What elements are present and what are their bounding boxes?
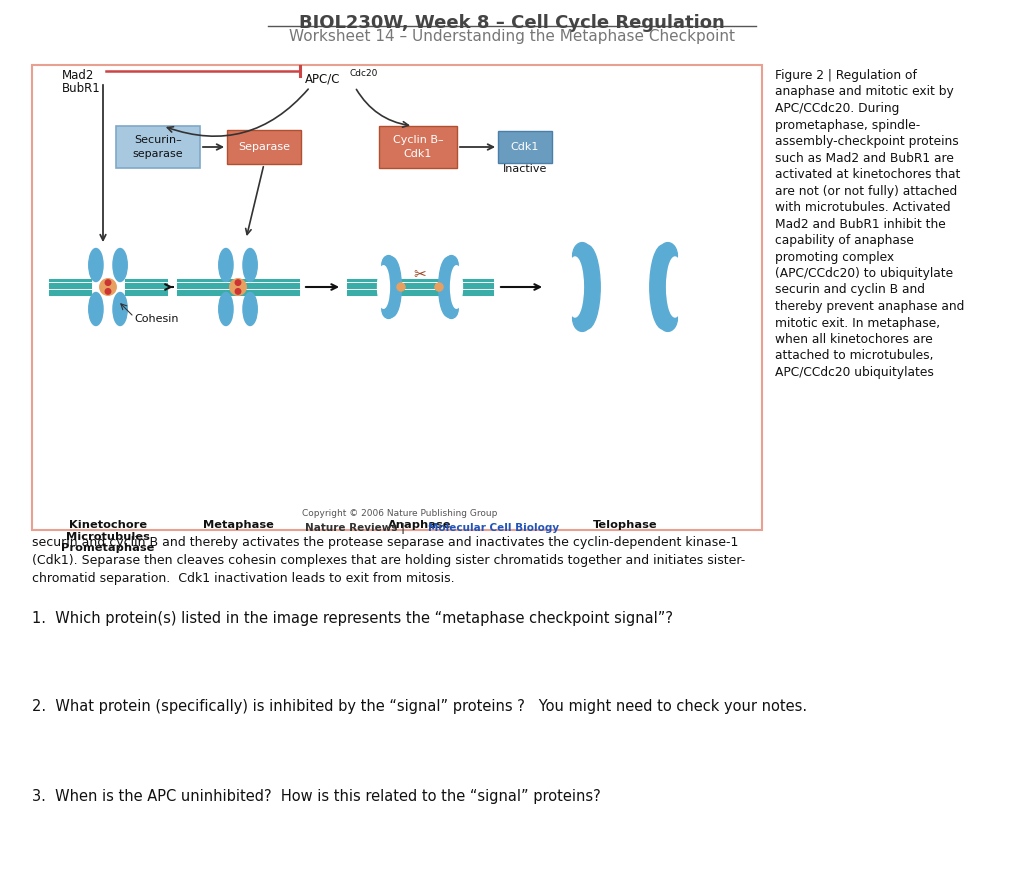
Ellipse shape (229, 279, 246, 296)
Text: Cdk1: Cdk1 (511, 142, 540, 152)
Ellipse shape (105, 280, 111, 285)
Ellipse shape (444, 300, 458, 318)
Text: Kinetochore
Microtubules
Prometaphase: Kinetochore Microtubules Prometaphase (61, 520, 155, 553)
Text: Separase: Separase (238, 142, 290, 152)
Text: Cohesin: Cohesin (134, 314, 178, 324)
Text: separase: separase (133, 149, 183, 159)
Text: Cdc20: Cdc20 (349, 69, 378, 79)
Text: (Cdk1). Separase then cleaves cohesin complexes that are holding sister chromati: (Cdk1). Separase then cleaves cohesin co… (32, 554, 745, 567)
Text: Molecular Cell Biology: Molecular Cell Biology (428, 523, 559, 533)
Text: Metaphase: Metaphase (203, 520, 273, 530)
Ellipse shape (89, 248, 103, 282)
Text: chromatid separation.  Cdk1 inactivation leads to exit from mitosis.: chromatid separation. Cdk1 inactivation … (32, 572, 455, 585)
Ellipse shape (89, 293, 103, 325)
Text: BIOL230W, Week 8 – Cell Cycle Regulation: BIOL230W, Week 8 – Cell Cycle Regulation (299, 14, 725, 32)
Ellipse shape (438, 257, 458, 317)
FancyBboxPatch shape (32, 65, 762, 530)
Text: securin and cyclin B and thereby activates the protease separase and inactivates: securin and cyclin B and thereby activat… (32, 536, 738, 549)
Ellipse shape (658, 305, 678, 332)
Text: 2.  What protein (specifically) is inhibited by the “signal” proteins ?   You mi: 2. What protein (specifically) is inhibi… (32, 699, 807, 714)
Ellipse shape (105, 289, 111, 294)
Text: BubR1: BubR1 (62, 82, 100, 95)
Ellipse shape (236, 280, 241, 285)
Text: Worksheet 14 – Understanding the Metaphase Checkpoint: Worksheet 14 – Understanding the Metapha… (289, 29, 735, 44)
Ellipse shape (219, 248, 233, 282)
Text: Nature Reviews |: Nature Reviews | (305, 523, 409, 534)
Text: Anaphase: Anaphase (388, 520, 452, 530)
Text: ✂: ✂ (414, 267, 426, 282)
Ellipse shape (566, 257, 584, 317)
Ellipse shape (382, 300, 395, 318)
Ellipse shape (383, 257, 401, 317)
Text: APC/C: APC/C (305, 73, 341, 85)
Ellipse shape (219, 293, 233, 325)
Text: Copyright © 2006 Nature Publishing Group: Copyright © 2006 Nature Publishing Group (302, 509, 498, 518)
Ellipse shape (99, 279, 117, 296)
Text: Cyclin B–: Cyclin B– (392, 135, 443, 145)
Ellipse shape (572, 305, 592, 332)
Ellipse shape (243, 293, 257, 325)
FancyBboxPatch shape (498, 131, 552, 163)
Text: Cdk1: Cdk1 (403, 149, 432, 159)
Text: Inactive: Inactive (503, 164, 547, 174)
Ellipse shape (572, 243, 592, 269)
Text: Figure 2 | Regulation of
anaphase and mitotic exit by
APC/CCdc20. During
prometa: Figure 2 | Regulation of anaphase and mi… (775, 69, 965, 379)
Ellipse shape (113, 293, 127, 325)
Ellipse shape (658, 243, 678, 269)
Ellipse shape (650, 245, 676, 329)
Ellipse shape (435, 283, 443, 291)
Ellipse shape (667, 257, 683, 317)
Ellipse shape (451, 266, 463, 308)
Text: 3.  When is the APC uninhibited?  How is this related to the “signal” proteins?: 3. When is the APC uninhibited? How is t… (32, 789, 601, 804)
Text: Securin–: Securin– (134, 135, 182, 145)
Text: Mad2: Mad2 (62, 69, 94, 82)
Ellipse shape (113, 248, 127, 282)
Text: Telophase: Telophase (593, 520, 657, 530)
Ellipse shape (243, 248, 257, 282)
Ellipse shape (236, 289, 241, 294)
Ellipse shape (397, 283, 406, 291)
Ellipse shape (444, 255, 458, 275)
Ellipse shape (382, 255, 395, 275)
FancyBboxPatch shape (116, 126, 200, 168)
FancyBboxPatch shape (227, 130, 301, 164)
Text: 1.  Which protein(s) listed in the image represents the “metaphase checkpoint si: 1. Which protein(s) listed in the image … (32, 611, 673, 626)
FancyBboxPatch shape (379, 126, 457, 168)
Ellipse shape (378, 266, 389, 308)
Ellipse shape (573, 245, 600, 329)
